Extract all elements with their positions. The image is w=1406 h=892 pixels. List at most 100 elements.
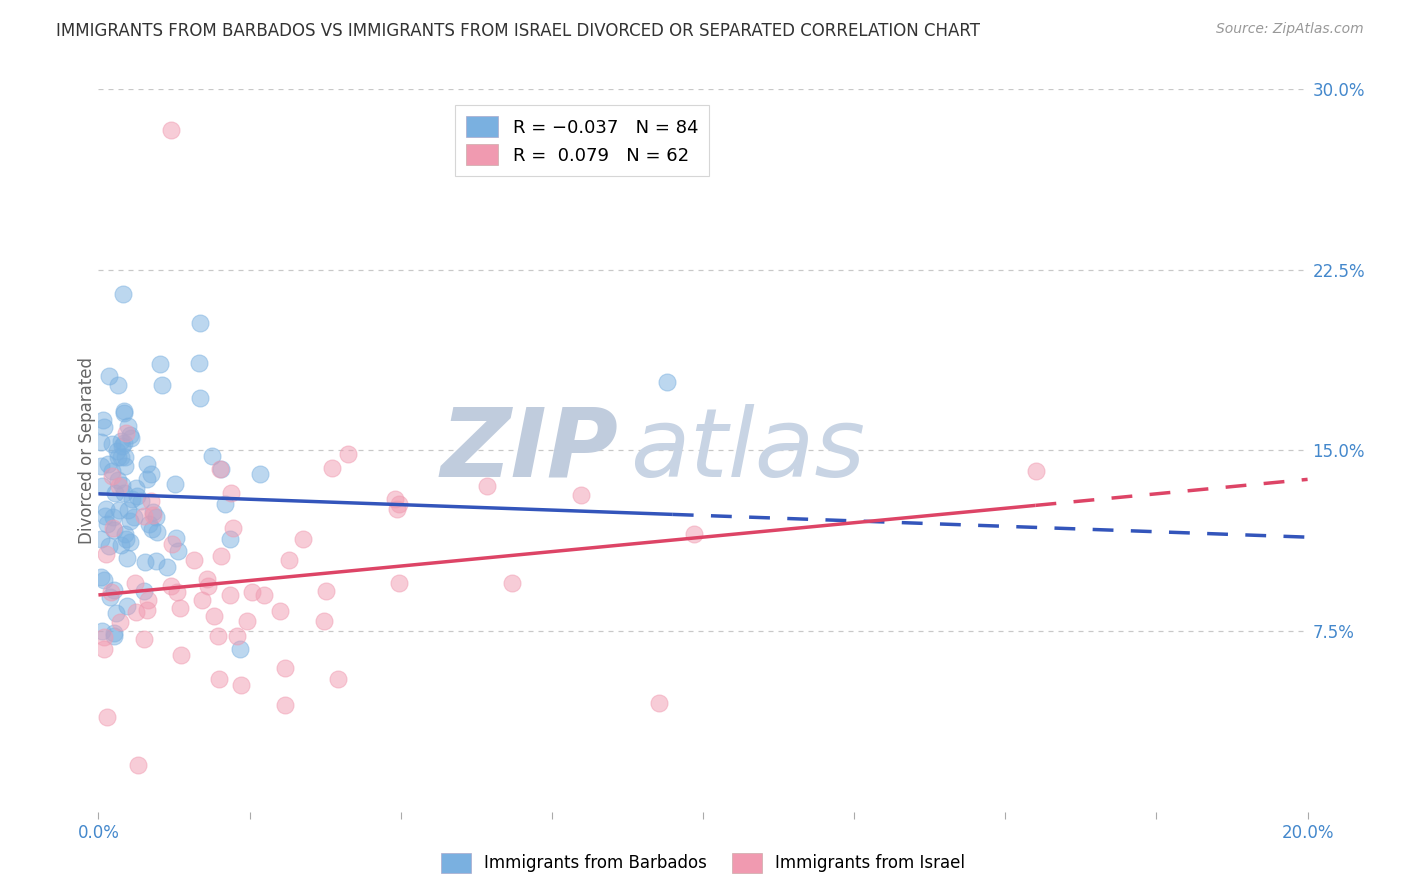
Point <box>97 457 120 471</box>
Point <box>188 316 211 330</box>
Point <box>160 579 183 593</box>
Point <box>165 531 187 545</box>
Point <box>117 502 139 516</box>
Point <box>90 458 112 473</box>
Point <box>100 584 122 599</box>
Point <box>648 696 671 710</box>
Point <box>105 606 128 620</box>
Point <box>156 560 179 574</box>
Point <box>93 420 115 434</box>
Point <box>314 614 336 628</box>
Point <box>315 584 337 599</box>
Point <box>97 369 120 384</box>
Point <box>149 357 172 371</box>
Point <box>111 286 134 301</box>
Point <box>1024 464 1046 478</box>
Point <box>197 579 219 593</box>
Point <box>112 436 135 450</box>
Point <box>107 474 129 488</box>
Point <box>111 438 134 452</box>
Point <box>93 508 115 523</box>
Point <box>229 678 252 692</box>
Point <box>273 661 295 675</box>
Point <box>655 375 678 389</box>
Legend: Immigrants from Barbados, Immigrants from Israel: Immigrants from Barbados, Immigrants fro… <box>434 847 972 880</box>
Point <box>214 497 236 511</box>
Point <box>337 447 360 461</box>
Point <box>138 516 160 531</box>
Point <box>225 629 247 643</box>
Point <box>108 479 131 493</box>
Point <box>385 502 408 516</box>
Point <box>146 525 169 540</box>
Point <box>384 492 406 507</box>
Point <box>115 532 138 546</box>
Text: ZIP: ZIP <box>440 404 619 497</box>
Point <box>191 593 214 607</box>
Point <box>135 457 157 471</box>
Point <box>121 492 143 507</box>
Point <box>101 510 124 524</box>
Legend: R = −0.037   N = 84, R =  0.079   N = 62: R = −0.037 N = 84, R = 0.079 N = 62 <box>456 105 709 176</box>
Point <box>219 486 242 500</box>
Point <box>96 517 118 532</box>
Point <box>114 450 136 464</box>
Point <box>145 510 167 524</box>
Point <box>98 539 121 553</box>
Point <box>114 527 136 541</box>
Point <box>91 412 114 426</box>
Point <box>118 514 141 528</box>
Point <box>118 427 141 442</box>
Point <box>90 478 112 492</box>
Point <box>115 551 138 566</box>
Point <box>110 434 132 448</box>
Point <box>103 629 125 643</box>
Point <box>169 601 191 615</box>
Point <box>269 604 291 618</box>
Point <box>188 391 211 405</box>
Point <box>112 486 135 500</box>
Point <box>388 497 411 511</box>
Point <box>219 587 242 601</box>
Point <box>236 615 259 629</box>
Point <box>96 547 118 561</box>
Text: atlas: atlas <box>630 404 866 497</box>
Point <box>103 523 125 537</box>
Point <box>112 403 135 417</box>
Point <box>103 583 125 598</box>
Point <box>202 608 225 623</box>
Point <box>127 758 149 772</box>
Point <box>100 437 122 451</box>
Point <box>207 629 229 643</box>
Point <box>166 585 188 599</box>
Y-axis label: Divorced or Separated: Divorced or Separated <box>79 357 96 544</box>
Point <box>120 431 142 445</box>
Point <box>208 462 231 476</box>
Point <box>90 434 112 449</box>
Point <box>165 477 187 491</box>
Point <box>292 532 315 546</box>
Point <box>124 510 146 524</box>
Point <box>101 468 124 483</box>
Point <box>125 605 148 619</box>
Point <box>136 603 159 617</box>
Point <box>142 508 165 523</box>
Point <box>132 509 155 524</box>
Point <box>328 673 350 687</box>
Point <box>183 553 205 567</box>
Point <box>136 593 159 607</box>
Point <box>110 538 132 552</box>
Point <box>114 458 136 473</box>
Point <box>105 443 128 458</box>
Point <box>98 591 121 605</box>
Point <box>103 625 125 640</box>
Point <box>90 533 112 547</box>
Point <box>96 710 118 724</box>
Point <box>145 554 167 568</box>
Point <box>160 123 183 137</box>
Point <box>104 486 127 500</box>
Point <box>208 672 231 686</box>
Point <box>117 419 139 434</box>
Point <box>219 532 242 546</box>
Text: Source: ZipAtlas.com: Source: ZipAtlas.com <box>1216 22 1364 37</box>
